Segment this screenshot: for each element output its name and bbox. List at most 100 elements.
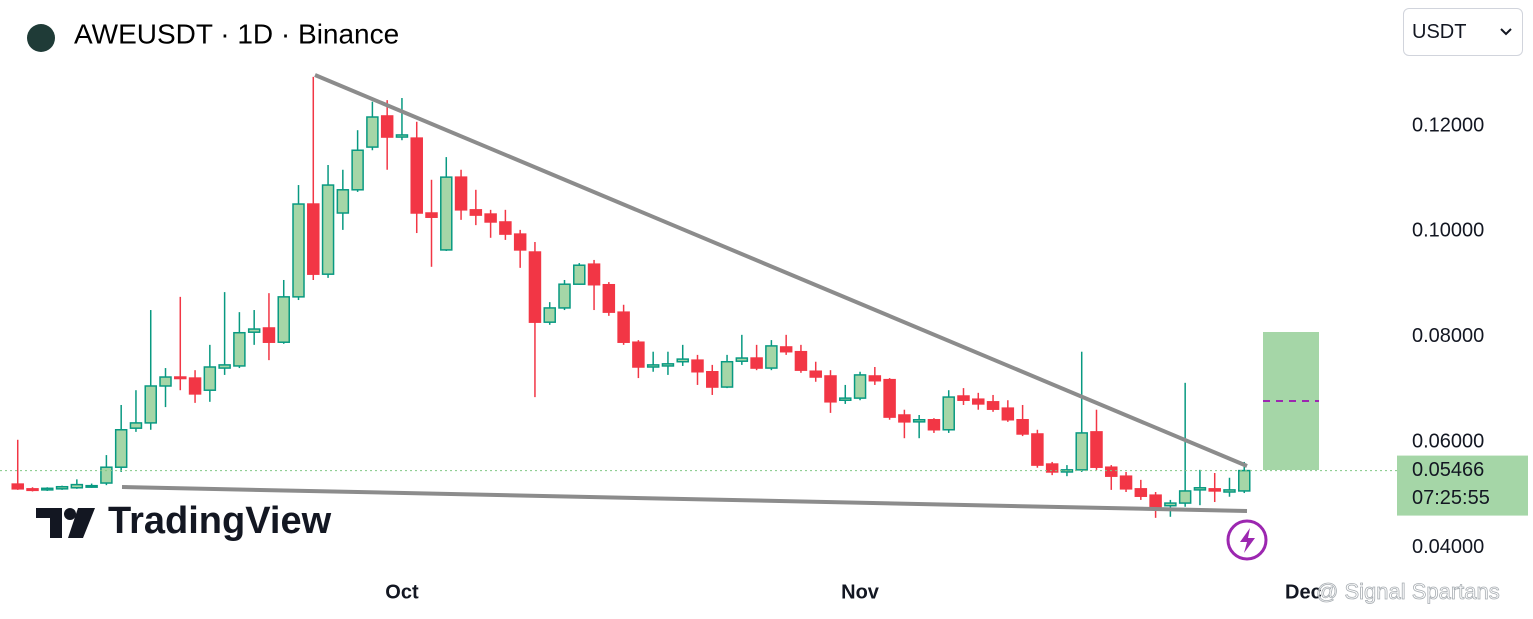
candle-body bbox=[129, 422, 143, 429]
candle-body bbox=[809, 370, 822, 378]
candle-body bbox=[336, 189, 350, 214]
alert-icon bbox=[1240, 528, 1255, 553]
candle-body bbox=[1119, 475, 1133, 490]
candle-body bbox=[1105, 466, 1118, 477]
tv-logo bbox=[36, 508, 95, 538]
candle-body bbox=[942, 396, 955, 431]
x-tick-label: Dec bbox=[1285, 581, 1322, 603]
candle-body bbox=[203, 366, 217, 391]
candle-body bbox=[41, 487, 54, 491]
candle-body bbox=[661, 363, 675, 367]
candle-body bbox=[11, 483, 24, 490]
candle-body bbox=[573, 264, 586, 285]
watermark: @ Signal Spartans bbox=[1316, 579, 1500, 604]
candle-body bbox=[26, 488, 39, 492]
price-label: 0.05466 bbox=[1412, 459, 1484, 481]
candle-body bbox=[972, 398, 985, 405]
candle-body bbox=[321, 184, 335, 275]
candle-body bbox=[1178, 490, 1192, 504]
candle-body bbox=[543, 307, 556, 323]
candle-body bbox=[1016, 418, 1029, 435]
candle-body bbox=[927, 418, 941, 431]
candle-body bbox=[794, 350, 808, 371]
candle-body bbox=[1075, 432, 1088, 471]
candle-body bbox=[499, 221, 512, 235]
candle-body bbox=[454, 176, 468, 211]
candle-body bbox=[1149, 494, 1162, 508]
candle-body bbox=[292, 203, 305, 298]
candle-body bbox=[1164, 502, 1177, 507]
candle-body bbox=[469, 209, 483, 216]
chart-title: AWEUSDT · 1D · Binance bbox=[74, 18, 399, 49]
candle-body bbox=[720, 360, 734, 388]
tv-logo-text: TradingView bbox=[108, 500, 332, 542]
candle-body bbox=[1134, 488, 1148, 497]
alert-icon bbox=[1226, 519, 1268, 561]
candle-body bbox=[1090, 431, 1103, 468]
candle-body bbox=[750, 357, 763, 369]
candle-body bbox=[883, 378, 896, 418]
currency-label: USDT bbox=[1412, 20, 1467, 43]
x-tick-label: Nov bbox=[841, 581, 880, 603]
candle-body bbox=[824, 375, 837, 403]
candle-body bbox=[558, 283, 571, 309]
chevron bbox=[1500, 28, 1512, 36]
candle-body bbox=[1208, 488, 1221, 492]
countdown: 07:25:55 bbox=[1412, 487, 1490, 509]
candle-body bbox=[513, 233, 527, 251]
candle-body bbox=[898, 414, 911, 423]
candle-body bbox=[839, 397, 852, 401]
candle-body bbox=[233, 331, 246, 367]
candle-body bbox=[188, 377, 202, 395]
symbol-logo bbox=[27, 24, 55, 52]
candle-body bbox=[602, 283, 616, 313]
trendline bbox=[121, 485, 1248, 513]
candle-body bbox=[425, 212, 438, 218]
candle-body bbox=[1238, 469, 1251, 492]
y-tick-label: 0.06000 bbox=[1412, 431, 1484, 453]
candle-body bbox=[587, 263, 601, 286]
trendline bbox=[314, 73, 1248, 468]
candle-body bbox=[351, 149, 364, 191]
candle-body bbox=[218, 364, 231, 369]
candle-body bbox=[307, 203, 320, 275]
candle-body bbox=[484, 213, 497, 223]
candle-body bbox=[853, 374, 867, 399]
y-tick-label: 0.08000 bbox=[1412, 325, 1484, 347]
candle-body bbox=[676, 358, 689, 363]
candle-body bbox=[55, 485, 69, 490]
candle-body bbox=[366, 116, 379, 148]
candle-body bbox=[85, 484, 98, 488]
candle-body bbox=[1001, 407, 1015, 421]
candle-body bbox=[912, 418, 926, 423]
y-tick-label: 0.12000 bbox=[1412, 114, 1484, 136]
candle-body bbox=[174, 376, 187, 380]
candle-body bbox=[868, 375, 882, 382]
y-tick-label: 0.04000 bbox=[1412, 536, 1484, 558]
candle-body bbox=[1045, 463, 1059, 473]
candle-body bbox=[144, 385, 157, 424]
candle-body bbox=[395, 134, 409, 138]
plot bbox=[11, 76, 1251, 518]
candle-body bbox=[528, 251, 542, 323]
candle-body bbox=[986, 401, 1000, 410]
price-label-box bbox=[1397, 455, 1528, 516]
candle-body bbox=[247, 328, 261, 333]
candle-body bbox=[100, 466, 113, 484]
candle-body bbox=[735, 357, 749, 362]
candle-body bbox=[1223, 489, 1236, 493]
candle-body bbox=[691, 359, 704, 373]
candle-body bbox=[159, 376, 172, 387]
candle-body bbox=[70, 483, 84, 489]
candle-body bbox=[1031, 433, 1044, 466]
candle-body bbox=[380, 115, 394, 138]
candle-body bbox=[1193, 487, 1207, 491]
candle-body bbox=[262, 327, 276, 343]
candle-body bbox=[410, 137, 423, 214]
candle-body bbox=[765, 345, 778, 369]
candle-body bbox=[440, 176, 453, 251]
currency-select[interactable]: USDT bbox=[1403, 8, 1523, 56]
candle-body bbox=[632, 341, 645, 368]
